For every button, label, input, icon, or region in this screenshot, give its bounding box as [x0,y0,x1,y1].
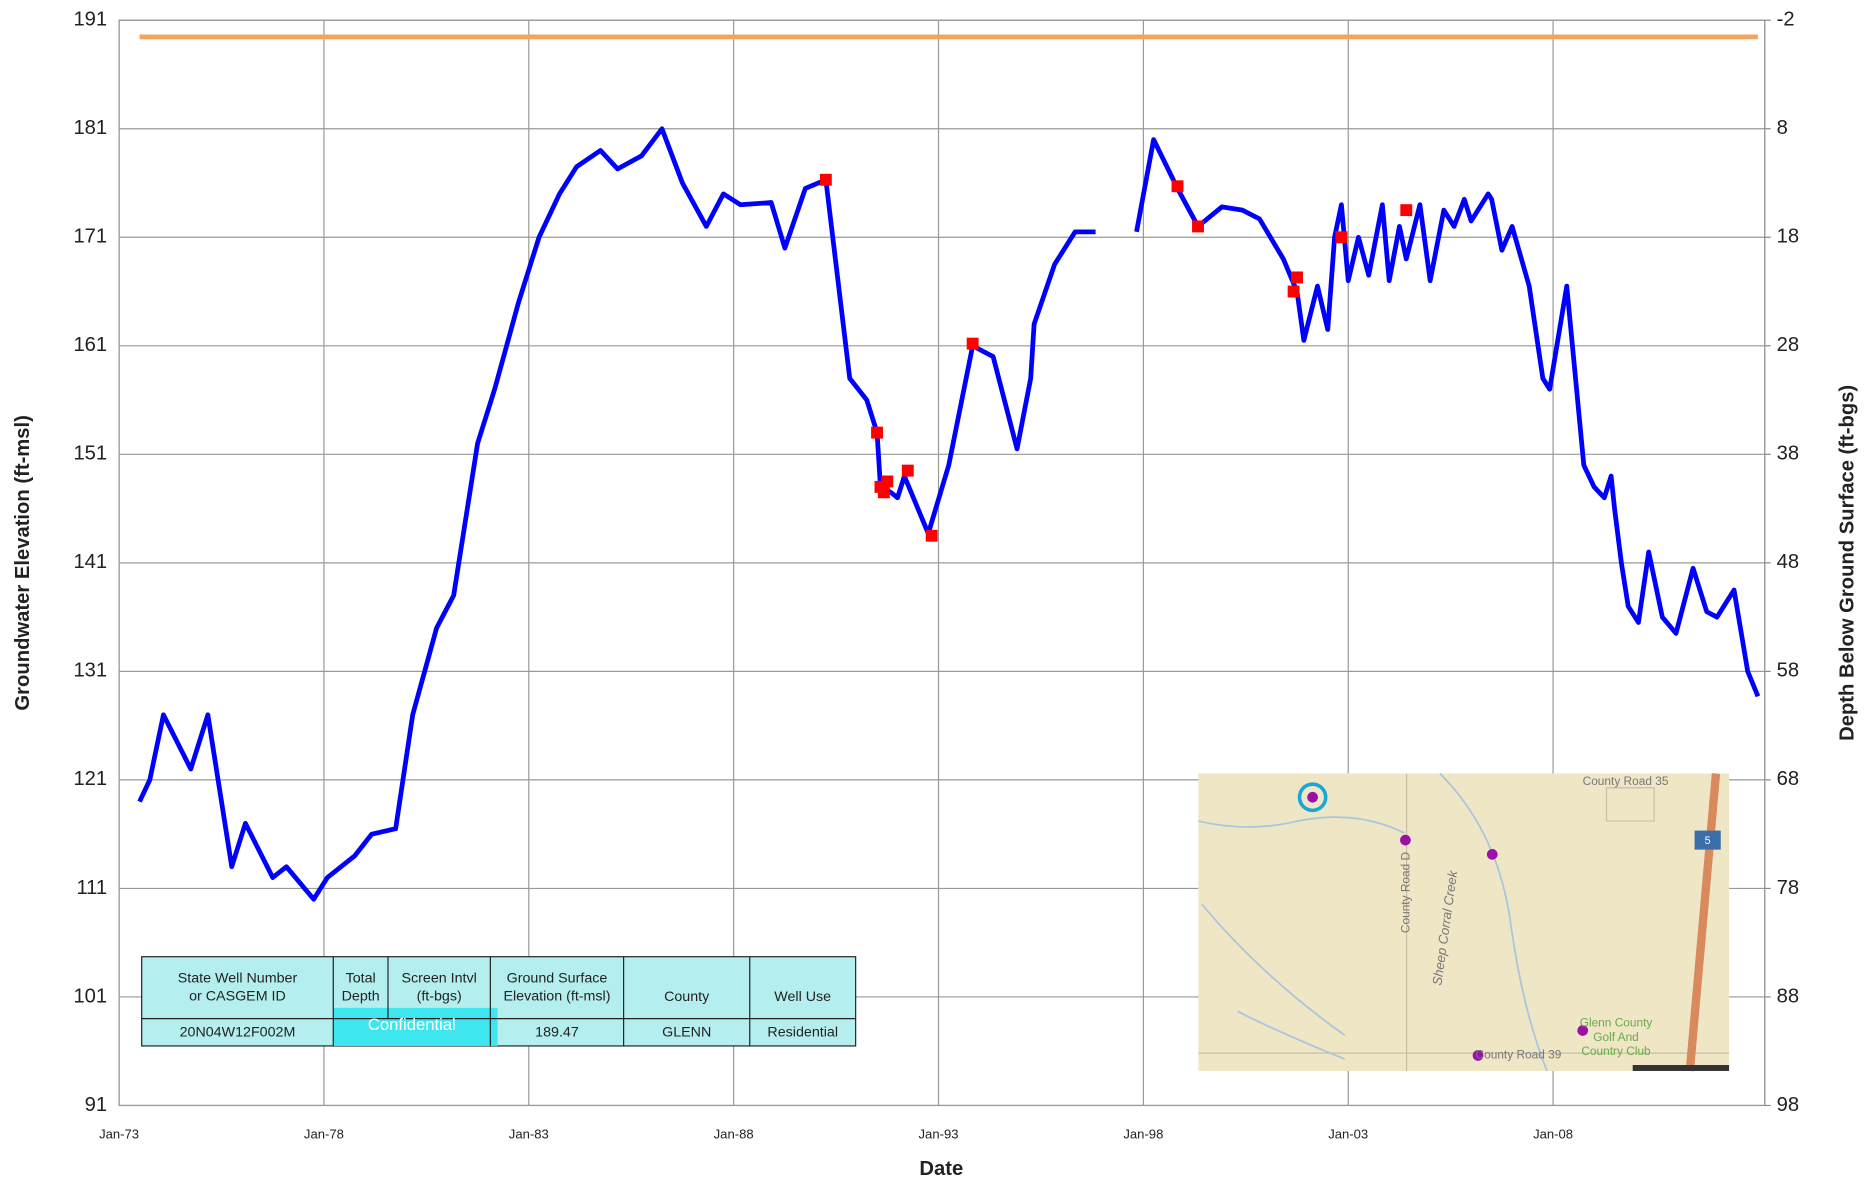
map-label: Golf And [1593,1030,1639,1044]
map-roads [1198,773,1730,1071]
x-tick-label: Jan-98 [1123,1127,1163,1142]
table-header: Total [346,970,376,986]
y-tick-label: 131 [73,660,107,682]
map-highway [1685,773,1721,1072]
location-map: County Road 35 County Road D Sheep Corra… [1198,772,1730,1072]
table-cell: Confidential [368,1015,456,1034]
point [1171,180,1184,193]
y2-tick-label: 18 [1777,226,1800,248]
point [1335,231,1348,244]
table-header: State Well Number [178,970,298,986]
point [966,337,979,350]
map-label: Country Club [1581,1044,1651,1058]
point [1400,204,1413,217]
point [881,475,894,488]
y-tick-label: 171 [73,226,107,248]
y2-tick-label: 8 [1777,117,1788,139]
x-tick-label: Jan-83 [509,1127,549,1142]
map-label: County Road 35 [1583,774,1669,788]
table-cell: GLENN [662,1025,711,1041]
well [1307,791,1318,803]
table-header: or CASGEM ID [189,988,286,1004]
y-tick-label: 191 [73,9,107,31]
y2-tick-label: 68 [1777,768,1800,790]
point [901,464,914,477]
well [1486,849,1498,860]
y2-tick-label: -2 [1777,9,1795,31]
y2-tick-label: 38 [1777,443,1800,465]
y-axis-title: Groundwater Elevation (ft-msl) [12,415,34,710]
shield [1694,830,1721,850]
x-tick-label: Jan-03 [1328,1127,1368,1142]
table-cell: Residential [767,1025,838,1041]
point [1291,271,1303,284]
table-header: Depth [342,988,380,1004]
point [1287,285,1300,298]
map-label: County Road 39 [1476,1048,1562,1062]
map-label: Glenn County [1580,1015,1653,1029]
scale-bar [1632,1065,1730,1071]
table-bg [141,956,857,1047]
map-streams [1198,772,1548,1072]
table-header: Ground Surface [507,970,608,986]
well [1472,1050,1484,1061]
y2-axis-title: Depth Below Ground Surface (ft-bgs) [1836,385,1858,741]
x-axis-title: Date [919,1158,963,1180]
series-line [137,126,1761,902]
y-tick-label: 181 [73,117,107,139]
y2-tick-label: 88 [1777,985,1800,1007]
table-header: (ft-bgs) [417,988,462,1004]
well [1400,834,1411,846]
point [877,486,890,499]
x-tick-label: Jan-93 [919,1127,959,1142]
well [1577,1025,1589,1036]
x-tick-label: Jan-88 [714,1127,754,1142]
y-tick-label: 161 [73,334,107,356]
selected-well [1297,782,1328,813]
y-tick-label: 121 [73,768,107,790]
map-label: 5 [1705,835,1711,847]
info-table: State Well Number or CASGEM ID Total Depth S… [141,956,857,1047]
y2-tick-label: 78 [1777,877,1800,899]
grid [118,19,1765,1107]
y-tick-label: 141 [73,551,107,573]
table-header: Well Use [774,989,831,1005]
x-tick-label: Jan-78 [304,1127,344,1142]
map-label: County Road D [1399,852,1413,933]
marks [137,34,1761,902]
point [925,529,938,542]
table-cell: 20N04W12F002M [180,1025,296,1041]
y2-tick-label: 98 [1777,1094,1800,1116]
table-header: County [664,989,710,1005]
table-header: Screen Intvl [402,970,477,986]
point [819,173,832,186]
y-tick-label: 111 [76,877,107,899]
y2-tick-label: 48 [1777,551,1800,573]
x-tick-label: Jan-73 [99,1127,139,1142]
y-tick-label: 151 [73,443,107,465]
table-cell: 189.47 [535,1025,579,1041]
point [871,426,884,439]
y2-tick-label: 28 [1777,334,1800,356]
table-header: Elevation (ft-msl) [503,988,610,1004]
confidential-cell [333,1007,498,1046]
point [1192,220,1204,233]
y2-tick-label: 58 [1777,660,1800,682]
y-tick-label: 91 [85,1094,108,1116]
y-tick-label: 101 [73,985,107,1007]
x-tick-label: Jan-08 [1533,1127,1573,1142]
